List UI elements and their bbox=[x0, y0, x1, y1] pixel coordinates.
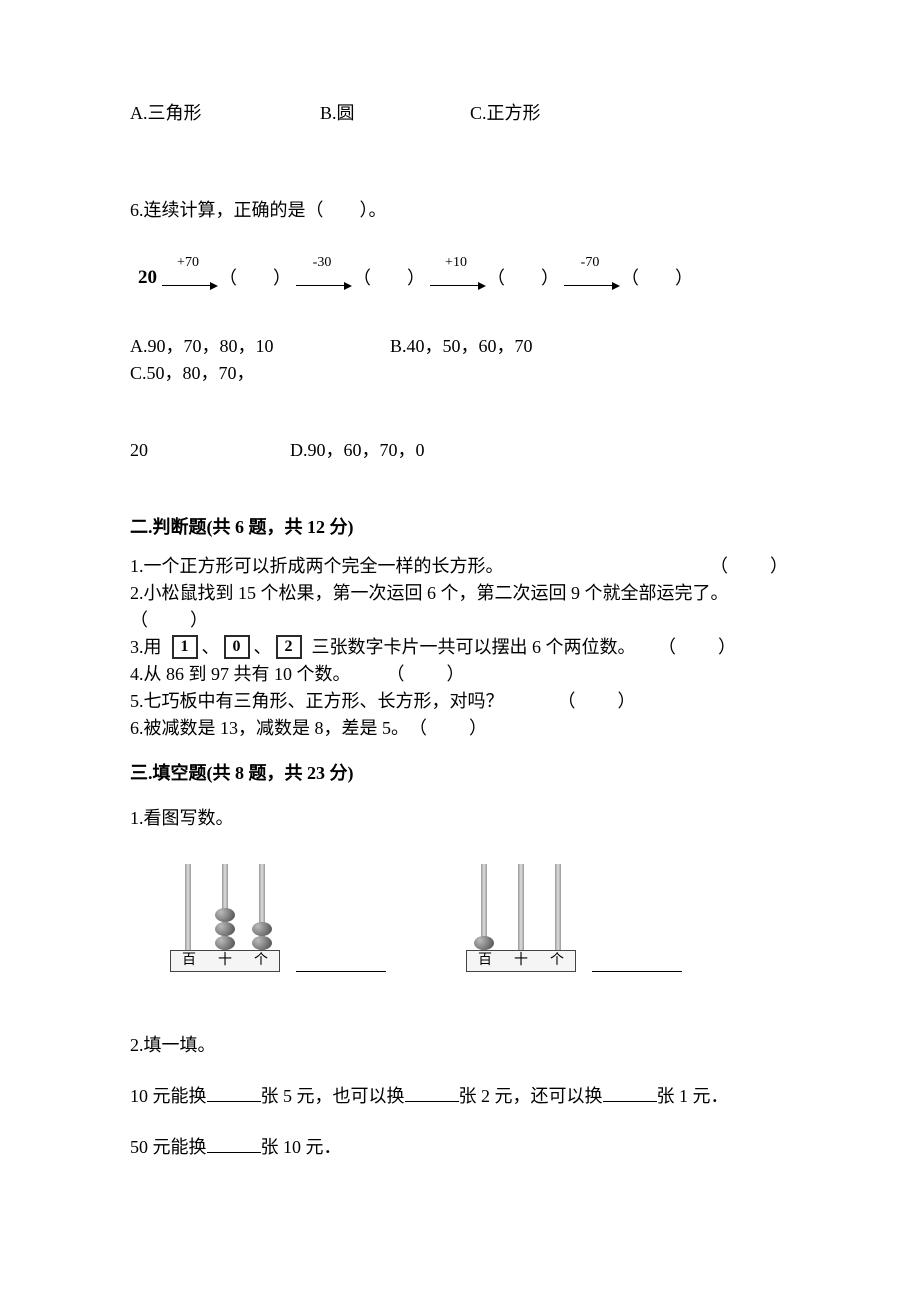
digit-card-0: 0 bbox=[224, 635, 250, 659]
q6-start: 20 bbox=[138, 264, 157, 293]
q6-slot-0: （ ） bbox=[219, 265, 291, 292]
digit-card-1: 1 bbox=[172, 635, 198, 659]
q6-choices: A.90，70，80，10 B.40，50，60，70 C.50，80，70， bbox=[130, 333, 790, 387]
s2-q6-text: 6.被减数是 13，减数是 8，差是 5。 bbox=[130, 715, 409, 742]
s2-q4-paren: （ ） bbox=[387, 661, 467, 688]
bead-icon bbox=[252, 922, 272, 936]
s2-q6: 6.被减数是 13，减数是 8，差是 5。 （ ） bbox=[130, 715, 790, 742]
fill-blank bbox=[207, 1084, 261, 1102]
section2-title: 二.判断题(共 6 题，共 12 分) bbox=[130, 514, 790, 541]
answer-blank-line bbox=[296, 932, 386, 972]
arrow-icon: +10 bbox=[427, 266, 485, 290]
s2-q2: 2.小松鼠找到 15 个松果，第一次运回 6 个，第二次运回 9 个就全部运完了… bbox=[130, 580, 790, 607]
abacus-row: 百 十 个 百 十 个 bbox=[170, 862, 790, 972]
q5-choice-a: A.三角形 bbox=[130, 100, 320, 127]
s2-q5: 5.七巧板中有三角形、正方形、长方形，对吗？ （ ） bbox=[130, 688, 790, 715]
s2-q2-paren: （ ） bbox=[130, 607, 790, 634]
s2-q4-text: 4.从 86 到 97 共有 10 个数。 bbox=[130, 661, 351, 688]
abacus-rod-ten bbox=[518, 864, 524, 950]
q6-choice-a: A.90，70，80，10 bbox=[130, 333, 390, 360]
fill-blank bbox=[405, 1084, 459, 1102]
s2-q3-paren: （ ） bbox=[658, 634, 738, 661]
s2-q5-paren: （ ） bbox=[558, 688, 638, 715]
bead-icon bbox=[474, 936, 494, 950]
q6-op-2: +10 bbox=[445, 252, 467, 273]
abacus-label-hundred: 百 bbox=[467, 951, 503, 971]
s2-q1-text: 1.一个正方形可以折成两个完全一样的长方形。 bbox=[130, 553, 697, 580]
s3-q2-stem: 2.填一填。 bbox=[130, 1032, 790, 1059]
q6-choice-d: D.90，60，70，0 bbox=[290, 437, 425, 464]
abacus-1: 百 十 个 bbox=[170, 862, 280, 972]
q6-stem: 6.连续计算，正确的是（ ）。 bbox=[130, 197, 790, 224]
abacus-label-ten: 十 bbox=[503, 951, 539, 971]
q5-choice-c: C.正方形 bbox=[470, 100, 620, 127]
s2-q6-paren: （ ） bbox=[409, 715, 489, 742]
s3-q2-l2b: 张 10 元． bbox=[261, 1137, 342, 1157]
s3-q2-line2: 50 元能换 张 10 元． bbox=[130, 1134, 790, 1161]
bead-icon bbox=[215, 922, 235, 936]
abacus-base: 百 十 个 bbox=[170, 950, 280, 972]
s3-q1-stem: 1.看图写数。 bbox=[130, 805, 790, 832]
abacus-base: 百 十 个 bbox=[466, 950, 576, 972]
arrow-icon: +70 bbox=[159, 266, 217, 290]
abacus-2: 百 十 个 bbox=[466, 862, 576, 972]
q6-choice-b: B.40，50，60，70 bbox=[390, 333, 650, 360]
abacus-rod-hundred bbox=[185, 864, 191, 950]
abacus-2-unit: 百 十 个 bbox=[466, 862, 682, 972]
abacus-1-unit: 百 十 个 bbox=[170, 862, 386, 972]
abacus-rod-hundred bbox=[481, 864, 487, 950]
arrow-icon: -30 bbox=[293, 266, 351, 290]
abacus-label-ten: 十 bbox=[207, 951, 243, 971]
s2-q3-cards: 1 、 0 、 2 bbox=[168, 634, 306, 661]
s2-q3-post: 三张数字卡片一共可以摆出 6 个两位数。 bbox=[312, 634, 636, 661]
abacus-rod-one bbox=[259, 864, 265, 950]
q6-chain: 20 +70 （ ） -30 （ ） +10 （ ） -70 （ ） bbox=[138, 264, 790, 293]
s2-q1-paren: （ ） bbox=[710, 553, 790, 580]
bead-icon bbox=[215, 936, 235, 950]
q6-op-1: -30 bbox=[313, 252, 332, 273]
s2-q1: 1.一个正方形可以折成两个完全一样的长方形。 （ ） bbox=[130, 553, 790, 580]
s2-q3: 3.用 1 、 0 、 2 三张数字卡片一共可以摆出 6 个两位数。 （ ） bbox=[130, 634, 790, 661]
abacus-label-one: 个 bbox=[243, 951, 279, 971]
q6-slot-3: （ ） bbox=[621, 265, 693, 292]
bead-icon bbox=[252, 936, 272, 950]
s2-q5-text: 5.七巧板中有三角形、正方形、长方形，对吗？ bbox=[130, 688, 504, 715]
s3-q2-l1b: 张 5 元，也可以换 bbox=[261, 1086, 405, 1106]
section3-title: 三.填空题(共 8 题，共 23 分) bbox=[130, 760, 790, 787]
abacus-rod-one bbox=[555, 864, 561, 950]
s2-q4: 4.从 86 到 97 共有 10 个数。 （ ） bbox=[130, 661, 790, 688]
q6-op-3: -70 bbox=[581, 252, 600, 273]
arrow-icon: -70 bbox=[561, 266, 619, 290]
abacus-label-one: 个 bbox=[539, 951, 575, 971]
s3-q2-line1: 10 元能换 张 5 元，也可以换 张 2 元，还可以换 张 1 元． bbox=[130, 1083, 790, 1110]
s3-q2-l1c: 张 2 元，还可以换 bbox=[459, 1086, 603, 1106]
answer-blank-line bbox=[592, 932, 682, 972]
s3-q2-l2a: 50 元能换 bbox=[130, 1137, 207, 1157]
card-sep: 、 bbox=[254, 634, 272, 661]
q6-op-0: +70 bbox=[177, 252, 199, 273]
abacus-label-hundred: 百 bbox=[171, 951, 207, 971]
s3-q2-l1a: 10 元能换 bbox=[130, 1086, 207, 1106]
q6-slot-2: （ ） bbox=[487, 265, 559, 292]
q6-choice-c: C.50，80，70， bbox=[130, 360, 290, 387]
s3-q2-l1d: 张 1 元． bbox=[657, 1086, 729, 1106]
abacus-rod-ten bbox=[222, 864, 228, 950]
q5-choices: A.三角形 B.圆 C.正方形 bbox=[130, 100, 790, 127]
fill-blank bbox=[207, 1135, 261, 1153]
fill-blank bbox=[603, 1084, 657, 1102]
q6-choices-line2: 20 D.90，60，70，0 bbox=[130, 437, 790, 464]
q5-choice-b: B.圆 bbox=[320, 100, 470, 127]
q6-choice-c-tail: 20 bbox=[130, 437, 290, 464]
s2-q2-text: 2.小松鼠找到 15 个松果，第一次运回 6 个，第二次运回 9 个就全部运完了… bbox=[130, 583, 729, 603]
q6-slot-1: （ ） bbox=[353, 265, 425, 292]
s2-q3-pre: 3.用 bbox=[130, 634, 162, 661]
bead-icon bbox=[215, 908, 235, 922]
digit-card-2: 2 bbox=[276, 635, 302, 659]
card-sep: 、 bbox=[202, 634, 220, 661]
